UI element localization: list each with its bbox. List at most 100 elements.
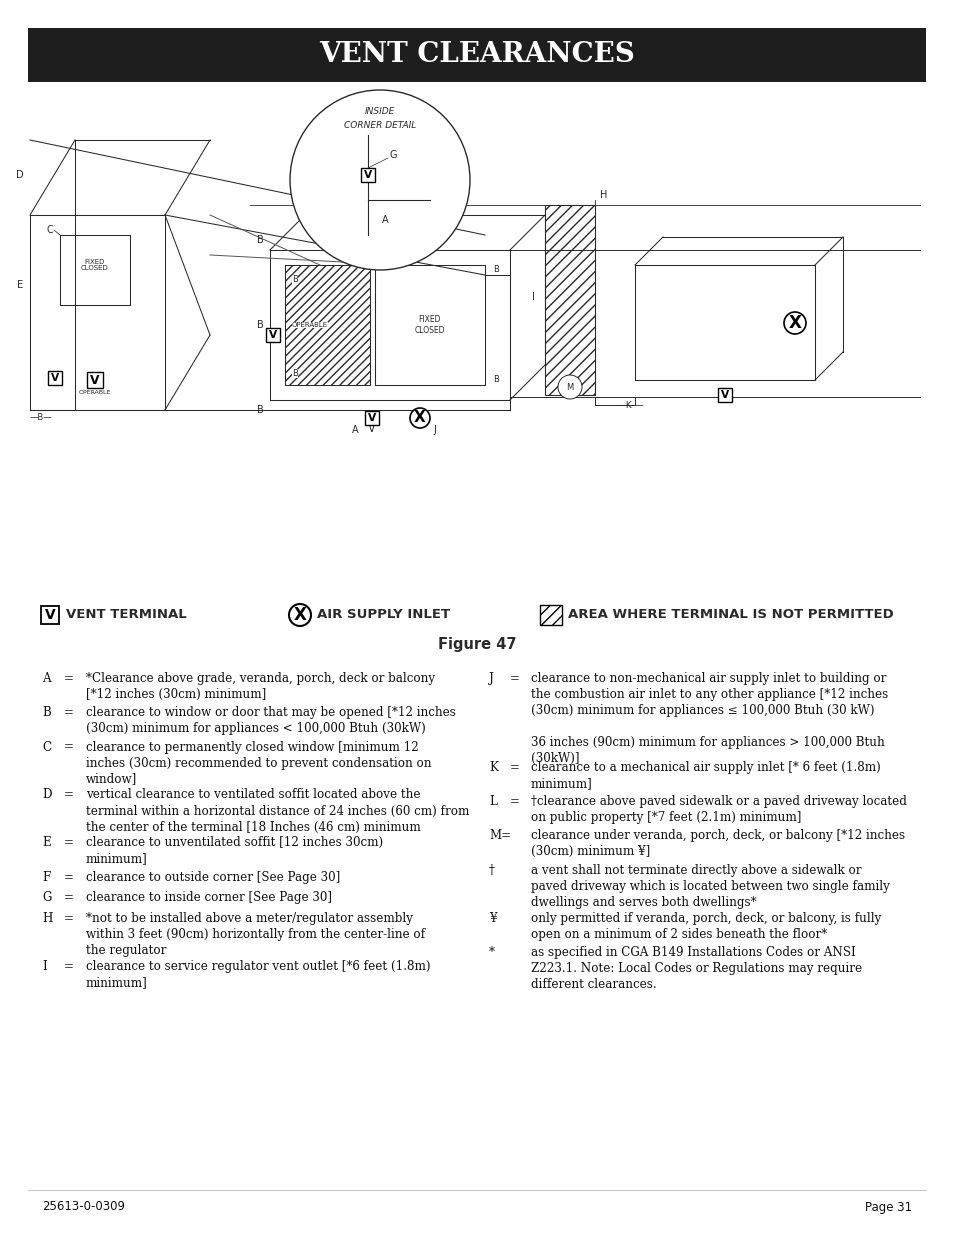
Text: M: M <box>566 383 573 391</box>
Text: A: A <box>352 425 358 435</box>
Text: vertical clearance to ventilated soffit located above the
terminal within a hori: vertical clearance to ventilated soffit … <box>86 788 469 834</box>
Text: Page 31: Page 31 <box>864 1200 911 1214</box>
Text: clearance to outside corner [See Page 30]: clearance to outside corner [See Page 30… <box>86 871 340 884</box>
Text: VENT TERMINAL: VENT TERMINAL <box>66 609 187 621</box>
Text: X: X <box>414 410 425 426</box>
Text: OPERABLE: OPERABLE <box>79 390 112 395</box>
Text: *Clearance above grade, veranda, porch, deck or balcony
[*12 inches (30cm) minim: *Clearance above grade, veranda, porch, … <box>86 672 435 701</box>
Circle shape <box>289 604 311 626</box>
Text: V: V <box>363 170 372 180</box>
Text: =: = <box>64 706 73 719</box>
Text: =: = <box>64 892 73 904</box>
Text: H: H <box>42 911 52 925</box>
Text: I: I <box>532 291 535 303</box>
Text: =: = <box>64 836 73 850</box>
Text: OPERABLE: OPERABLE <box>292 322 328 329</box>
Text: B: B <box>292 368 297 378</box>
Text: VENT CLEARANCES: VENT CLEARANCES <box>319 42 634 68</box>
Text: B: B <box>493 266 498 274</box>
Text: a vent shall not terminate directly above a sidewalk or
paved driveway which is : a vent shall not terminate directly abov… <box>531 863 889 909</box>
Text: H: H <box>599 190 607 200</box>
Text: B: B <box>256 320 263 330</box>
Text: =: = <box>510 761 519 774</box>
Text: AIR SUPPLY INLET: AIR SUPPLY INLET <box>316 609 450 621</box>
Text: V: V <box>45 608 55 622</box>
FancyBboxPatch shape <box>365 411 378 425</box>
Text: I: I <box>42 960 47 973</box>
Text: clearance to non-mechanical air supply inlet to building or
the combustion air i: clearance to non-mechanical air supply i… <box>531 672 887 764</box>
Text: B: B <box>493 375 498 384</box>
Text: E: E <box>17 280 23 290</box>
Text: †: † <box>489 863 495 877</box>
Text: E: E <box>42 836 51 850</box>
Text: L: L <box>489 795 497 808</box>
Text: =: = <box>64 672 73 685</box>
Text: as specified in CGA B149 Installations Codes or ANSI
Z223.1. Note: Local Codes o: as specified in CGA B149 Installations C… <box>531 946 862 990</box>
Text: F: F <box>42 871 51 884</box>
Text: =: = <box>510 795 519 808</box>
Text: =: = <box>64 741 73 753</box>
Text: =: = <box>64 871 73 884</box>
Text: V: V <box>91 373 100 387</box>
FancyBboxPatch shape <box>266 329 280 342</box>
Text: INSIDE: INSIDE <box>364 107 395 116</box>
Text: clearance to permanently closed window [minimum 12
inches (30cm) recommended to : clearance to permanently closed window [… <box>86 741 431 785</box>
Text: D: D <box>16 170 24 180</box>
Circle shape <box>290 90 470 270</box>
Text: X: X <box>294 606 306 624</box>
Text: — K —: — K — <box>614 400 643 410</box>
Text: 25613-0-0309: 25613-0-0309 <box>42 1200 125 1214</box>
Text: V: V <box>369 426 375 435</box>
Text: clearance to unventilated soffit [12 inches 30cm)
minimum]: clearance to unventilated soffit [12 inc… <box>86 836 383 866</box>
Text: D: D <box>42 788 51 802</box>
FancyBboxPatch shape <box>87 372 103 388</box>
Text: clearance to service regulator vent outlet [*6 feet (1.8m)
minimum]: clearance to service regulator vent outl… <box>86 960 430 989</box>
FancyBboxPatch shape <box>48 370 62 385</box>
Text: only permitted if veranda, porch, deck, or balcony, is fully
open on a minimum o: only permitted if veranda, porch, deck, … <box>531 911 881 941</box>
Text: FIXED
CLOSED: FIXED CLOSED <box>415 315 445 335</box>
Text: A: A <box>381 215 388 225</box>
Text: C: C <box>47 225 53 235</box>
Text: ¥: ¥ <box>489 911 497 925</box>
Text: †clearance above paved sidewalk or a paved driveway located
on public property [: †clearance above paved sidewalk or a pav… <box>531 795 906 824</box>
Text: clearance to a mechanical air supply inlet [* 6 feet (1.8m)
minimum]: clearance to a mechanical air supply inl… <box>531 761 880 790</box>
Text: =: = <box>64 911 73 925</box>
Text: M=: M= <box>489 830 511 842</box>
Text: =: = <box>510 672 519 685</box>
Text: V: V <box>368 412 375 424</box>
Text: AREA WHERE TERMINAL IS NOT PERMITTED: AREA WHERE TERMINAL IS NOT PERMITTED <box>567 609 893 621</box>
Circle shape <box>558 375 581 399</box>
FancyBboxPatch shape <box>718 388 731 403</box>
Text: Figure 47: Figure 47 <box>437 637 516 652</box>
Text: B: B <box>256 235 263 245</box>
Text: V: V <box>51 373 59 383</box>
Circle shape <box>410 408 430 429</box>
Text: K: K <box>489 761 497 774</box>
FancyBboxPatch shape <box>28 28 925 82</box>
Text: CORNER DETAIL: CORNER DETAIL <box>343 121 416 130</box>
FancyBboxPatch shape <box>41 606 59 624</box>
Text: =: = <box>64 960 73 973</box>
FancyBboxPatch shape <box>360 168 375 182</box>
Text: B: B <box>42 706 51 719</box>
Text: clearance under veranda, porch, deck, or balcony [*12 inches
(30cm) minimum ¥]: clearance under veranda, porch, deck, or… <box>531 830 904 858</box>
Text: A: A <box>42 672 51 685</box>
Text: G: G <box>390 149 397 161</box>
Text: X: X <box>788 314 801 332</box>
Text: C: C <box>42 741 51 753</box>
Text: V: V <box>269 330 276 340</box>
Text: J: J <box>489 672 494 685</box>
Text: *: * <box>489 946 495 958</box>
Text: FIXED
CLOSED: FIXED CLOSED <box>81 258 109 272</box>
Circle shape <box>783 312 805 333</box>
Text: G: G <box>42 892 51 904</box>
Text: —B—: —B— <box>30 412 52 421</box>
Text: clearance to window or door that may be opened [*12 inches
(30cm) minimum for ap: clearance to window or door that may be … <box>86 706 456 735</box>
Text: clearance to inside corner [See Page 30]: clearance to inside corner [See Page 30] <box>86 892 332 904</box>
Text: *not to be installed above a meter/regulator assembly
within 3 feet (90cm) horiz: *not to be installed above a meter/regul… <box>86 911 425 957</box>
Text: J: J <box>433 425 436 435</box>
Text: B: B <box>292 275 297 284</box>
Text: =: = <box>64 788 73 802</box>
Text: B: B <box>256 405 263 415</box>
Text: V: V <box>720 390 728 400</box>
